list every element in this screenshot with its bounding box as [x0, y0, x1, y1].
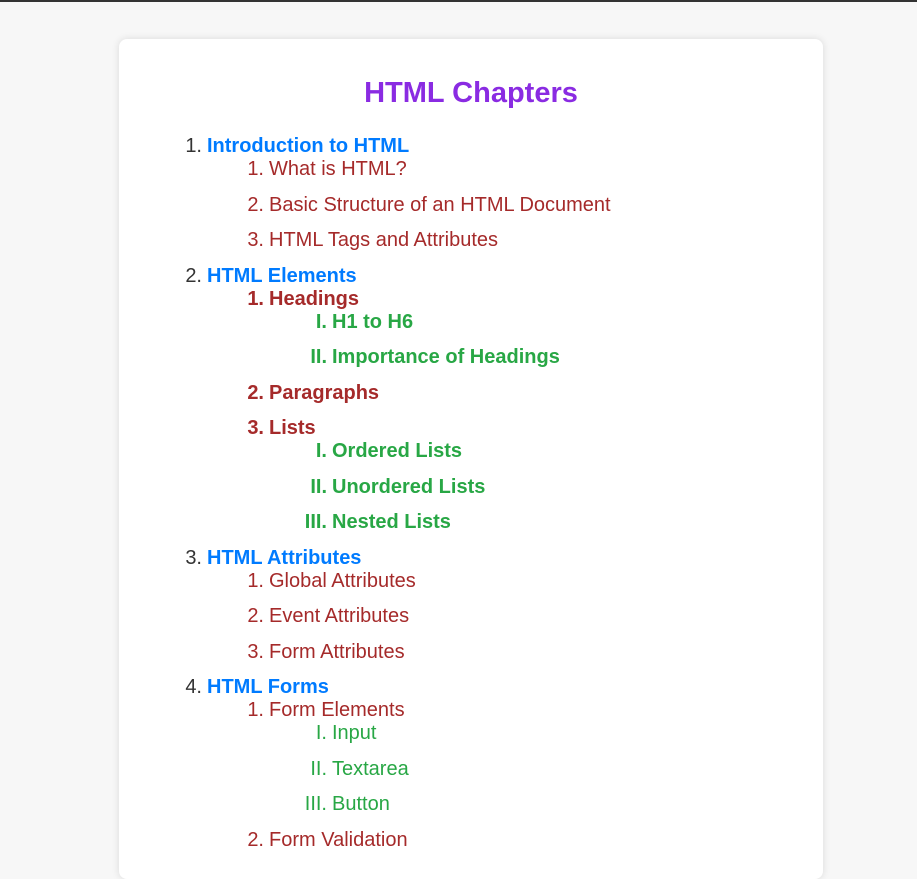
chapter-item: 2. HTML Elements [172, 264, 357, 288]
subsection-item-label: H1 to H6 [332, 310, 414, 333]
list-marker: I. [315, 440, 327, 462]
list-marker: 3. [247, 417, 264, 439]
list-marker: 3. [247, 640, 264, 663]
list-marker: II. [310, 346, 327, 368]
chapter-item-label: HTML Forms [207, 676, 329, 698]
section-item-label: Event Attributes [269, 605, 410, 627]
subsection-item: I. H1 to H6 [297, 310, 413, 334]
list-marker: I. [315, 722, 327, 744]
subsection-item-label: Button [332, 793, 390, 815]
list-marker: II. [310, 757, 327, 780]
subsection-item-label: Textarea [332, 757, 409, 780]
section-item: 3. Lists [234, 416, 316, 440]
list-marker: 1. [247, 569, 264, 592]
section-item: 1. Form Elements [234, 698, 405, 722]
section-item: 3. HTML Tags and Attributes [234, 228, 498, 252]
section-item: 2. Event Attributes [234, 604, 409, 628]
subsection-item: II. Importance of Headings [297, 345, 560, 369]
list-marker: 1. [185, 135, 202, 157]
subsection-item-label: Nested Lists [332, 511, 451, 533]
section-item-label: Form Attributes [269, 640, 405, 663]
list-marker: III. [304, 511, 327, 533]
subsection-item: I. Input [297, 721, 377, 745]
section-item: 1. What is HTML? [234, 157, 407, 181]
section-item: 2. Form Validation [234, 828, 408, 852]
subsection-item-label: Unordered Lists [332, 475, 486, 498]
list-marker: 2. [185, 264, 202, 287]
list-marker: 3. [247, 229, 264, 251]
chapter-item-label: HTML Attributes [207, 546, 362, 569]
chapter-item: 1. Introduction to HTML [172, 134, 409, 158]
list-marker: 1. [247, 287, 264, 310]
section-item-label: Lists [269, 417, 316, 439]
subsection-item-label: Ordered Lists [332, 440, 463, 462]
list-marker: I. [315, 310, 327, 333]
section-item-label: Headings [269, 287, 360, 310]
chapter-item: 3. HTML Attributes [172, 546, 361, 570]
section-item: 3. Form Attributes [234, 640, 405, 664]
subsection-item: II. Unordered Lists [297, 475, 485, 499]
list-marker: 2. [247, 381, 264, 404]
list-marker: 4. [185, 676, 202, 698]
section-item-label: Paragraphs [269, 381, 380, 404]
section-item-label: HTML Tags and Attributes [269, 229, 499, 251]
list-marker: II. [310, 475, 327, 498]
chapter-item-label: Introduction to HTML [207, 135, 410, 157]
section-item: 1. Headings [234, 287, 359, 311]
subsection-item: II. Textarea [297, 757, 409, 781]
list-marker: 2. [247, 193, 264, 216]
section-item: 1. Global Attributes [234, 569, 416, 593]
section-item-label: Form Elements [269, 699, 405, 721]
section-item-label: Global Attributes [269, 569, 416, 592]
subsection-item-label: Input [332, 722, 377, 744]
page-title: HTML Chapters [364, 77, 578, 109]
subsection-item: III. Button [297, 792, 390, 816]
list-marker: 1. [247, 699, 264, 721]
list-marker: 2. [247, 605, 264, 627]
chapter-item: 4. HTML Forms [172, 675, 329, 699]
list-marker: III. [304, 793, 327, 815]
list-marker: 2. [247, 828, 264, 851]
subsection-item: III. Nested Lists [297, 510, 451, 534]
subsection-item-label: Importance of Headings [332, 346, 560, 368]
subsection-item: I. Ordered Lists [297, 439, 462, 463]
section-item-label: Form Validation [269, 828, 408, 851]
section-item-label: What is HTML? [269, 158, 407, 180]
list-marker: 1. [247, 158, 264, 180]
section-item-label: Basic Structure of an HTML Document [269, 193, 611, 216]
section-item: 2. Basic Structure of an HTML Document [234, 193, 611, 217]
chapter-item-label: HTML Elements [207, 264, 357, 287]
section-item: 2. Paragraphs [234, 381, 379, 405]
content-card: HTML Chapters 1. Introduction to HTML 1. Wh… [119, 39, 823, 879]
list-marker: 3. [185, 546, 202, 569]
